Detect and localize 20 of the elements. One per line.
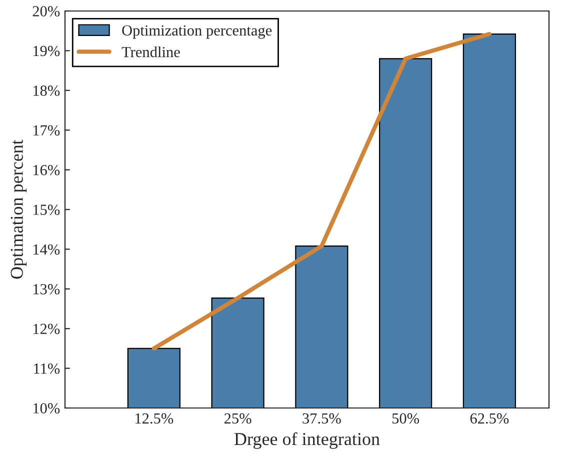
y-tick-label: 15% [33, 204, 60, 215]
x-tick-label: 25% [224, 413, 252, 424]
x-tick-label: 12.5% [136, 413, 174, 424]
y-tick-label: 18% [33, 86, 60, 96]
y-axis-title: Optimation percent [10, 140, 27, 279]
y-tick-label: 10% [33, 403, 60, 414]
legend-label: Optimization percentage [122, 25, 272, 39]
y-tick-label: 20% [32, 6, 60, 16]
x-tick-label: 62.5% [470, 413, 509, 424]
y-tick-label: 17% [33, 125, 60, 136]
x-tick-label: 50% [392, 413, 420, 424]
y-tick-label: 13% [33, 284, 60, 294]
y-tick-label: 14% [33, 244, 60, 255]
x-axis-title: Drgee of integration [234, 432, 380, 449]
x-tick-label: 37.5% [302, 413, 341, 424]
legend-label: Trendline [122, 46, 180, 58]
y-tick-label: 11% [34, 363, 60, 374]
y-tick-label: 16% [33, 164, 60, 176]
y-tick-label: 12% [33, 324, 60, 334]
y-tick-label: 19% [33, 46, 60, 56]
